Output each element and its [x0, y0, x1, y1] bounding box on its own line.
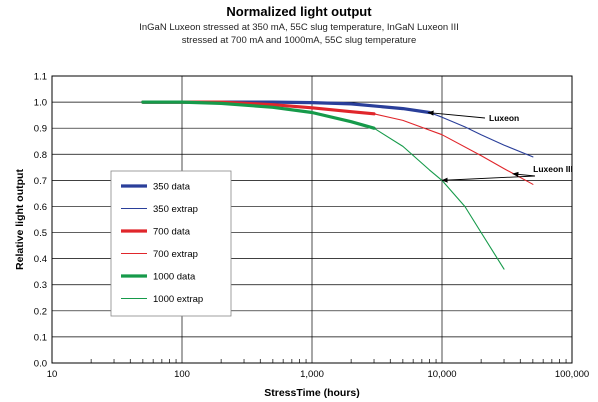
x-tick-label: 1,000 [300, 369, 324, 380]
legend-box [110, 170, 232, 317]
series-line-700-extrap [373, 113, 534, 185]
chart-title-block: Normalized light output InGaN Luxeon str… [139, 4, 458, 46]
legend-label-350-data: 350 data [153, 182, 191, 193]
chart-subtitle-line-2: stressed at 700 mA and 1000mA, 55C slug … [182, 35, 416, 46]
series-line-1000-data [141, 100, 376, 130]
y-tick-label: 0.1 [34, 332, 47, 343]
y-tick-label: 1.1 [34, 72, 47, 83]
annotation-luxeon: Luxeon [489, 113, 519, 123]
plot-frame [51, 75, 573, 364]
annotations: Luxeon Luxeon III [427, 110, 573, 183]
y-tick-labels: 0.0 0.1 0.2 0.3 0.4 0.5 0.6 0.7 0.8 0.9 1.0 1.1 [34, 72, 47, 370]
y-tick-label: 0.3 [34, 280, 47, 291]
series-lines [141, 100, 534, 270]
series-line-350-extrap [428, 111, 534, 158]
x-tick-labels: 10 100 1,000 10,000 100,000 [47, 369, 589, 380]
x-tick-label: 10,000 [427, 369, 456, 380]
y-tick-label: 0.0 [34, 359, 47, 370]
chart-subtitle-line-1: InGaN Luxeon stressed at 350 mA, 55C slu… [139, 22, 458, 33]
x-tick-label: 10 [47, 369, 58, 380]
annotation-arrow-luxeon-iii [441, 175, 536, 183]
annotation-arrow-luxeon [427, 110, 486, 119]
x-axis-label: StressTime (hours) [264, 387, 360, 399]
y-tick-label: 1.0 [34, 98, 47, 109]
y-tick-label: 0.8 [34, 150, 47, 161]
y-tick-label: 0.6 [34, 202, 47, 213]
legend-label-1000-data: 1000 data [153, 272, 196, 283]
annotation-luxeon-iii: Luxeon III [533, 164, 573, 174]
x-tick-label: 100 [174, 369, 190, 380]
legend-label-350-extrap: 350 extrap [153, 204, 198, 215]
chart-title: Normalized light output [226, 4, 372, 19]
y-tick-label: 0.5 [34, 228, 47, 239]
y-tick-label: 0.4 [34, 254, 47, 265]
legend: 350 data 350 extrap 700 data 700 extrap 1000… [110, 170, 232, 317]
x-minor-ticks [90, 359, 567, 363]
annotation-arrow-luxeon-iii [512, 171, 536, 177]
y-tick-label: 0.7 [34, 176, 47, 187]
y-tick-label: 0.9 [34, 124, 47, 135]
y-tick-label: 0.2 [34, 306, 47, 317]
x-tick-label: 100,000 [555, 369, 589, 380]
legend-label-700-data: 700 data [153, 227, 191, 238]
legend-label-1000-extrap: 1000 extrap [153, 294, 203, 305]
legend-label-700-extrap: 700 extrap [153, 249, 198, 260]
y-axis-label: Relative light output [14, 169, 26, 270]
